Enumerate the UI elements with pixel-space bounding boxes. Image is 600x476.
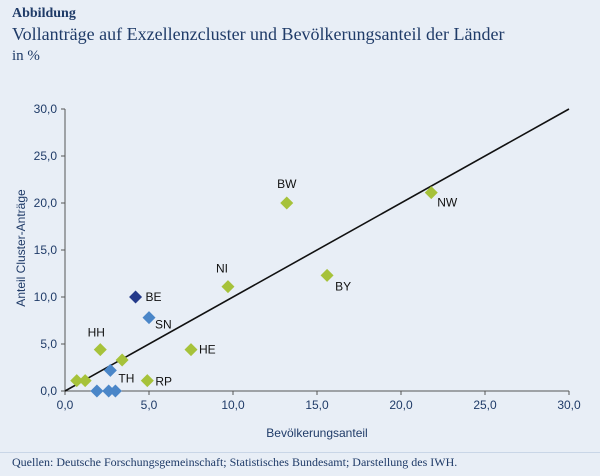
- point-label-rp: RP: [155, 375, 172, 389]
- x-tick-label: 10,0: [221, 398, 245, 412]
- data-point-by: [320, 268, 334, 282]
- y-tick-label: 25,0: [34, 149, 58, 163]
- data-point-th: [103, 363, 117, 377]
- figure-unit: in %: [12, 48, 40, 64]
- data-point-hh: [93, 343, 107, 357]
- point-label-nw: NW: [437, 196, 458, 210]
- point-label-bw: BW: [277, 177, 297, 191]
- point-label-he: HE: [199, 343, 216, 357]
- data-point-nw: [424, 186, 438, 200]
- data-point: [78, 374, 92, 388]
- y-tick-label: 30,0: [34, 102, 58, 116]
- data-point: [108, 384, 122, 398]
- x-axis-label: Bevölkerungsanteil: [266, 426, 367, 440]
- data-point: [90, 384, 104, 398]
- point-label-th: TH: [118, 371, 134, 385]
- data-point-bw: [280, 196, 294, 210]
- data-point-he: [184, 343, 198, 357]
- y-tick-label: 10,0: [34, 290, 58, 304]
- scatter-plot: 0,0 5,0 10,0 15,0 20,0 25,0 30,0 0,0 5,0 10,0 15,0…: [14, 102, 581, 440]
- chart-header: Abbildung Vollanträge auf Exzellenzclust…: [12, 5, 592, 67]
- reference-line: [64, 108, 570, 392]
- y-tick-label: 15,0: [34, 243, 58, 257]
- point-label-sn: SN: [155, 318, 172, 332]
- point-label-be: BE: [146, 290, 162, 304]
- data-point: [115, 353, 129, 367]
- data-point: [70, 374, 84, 388]
- data-point-sn: [142, 311, 156, 325]
- point-label-hh: HH: [88, 326, 105, 340]
- x-tick-label: 0,0: [57, 398, 74, 412]
- data-point-rp: [140, 374, 154, 388]
- source-note: Quellen: Deutsche Forschungsgemeinschaft…: [12, 455, 458, 469]
- x-tick-label: 25,0: [473, 398, 497, 412]
- x-tick-label: 5,0: [141, 398, 158, 412]
- point-label-by: BY: [335, 279, 351, 293]
- reference-line-group: [64, 108, 570, 392]
- y-axis-label: Anteil Cluster-Anträge: [14, 189, 28, 307]
- y-tick-label: 5,0: [40, 337, 57, 351]
- figure-label: Abbildung: [12, 6, 76, 21]
- figure-title: Vollanträge auf Exzellenzcluster und Bev…: [12, 24, 505, 44]
- x-tick-label: 15,0: [305, 398, 329, 412]
- data-point-ni: [221, 280, 235, 294]
- y-tick-label: 20,0: [34, 196, 58, 210]
- data-points: [70, 186, 438, 398]
- data-point: [102, 384, 116, 398]
- axes: 0,0 5,0 10,0 15,0 20,0 25,0 30,0 0,0 5,0 10,0 15,0…: [34, 102, 581, 412]
- footer-separator: [0, 452, 600, 453]
- y-tick-label: 0,0: [40, 384, 57, 398]
- data-point-be: [129, 290, 143, 304]
- point-label-ni: NI: [216, 262, 228, 276]
- x-tick-label: 30,0: [557, 398, 581, 412]
- x-tick-label: 20,0: [389, 398, 413, 412]
- point-labels: BW NW NI BY BE SN HH HE TH RP: [88, 177, 458, 389]
